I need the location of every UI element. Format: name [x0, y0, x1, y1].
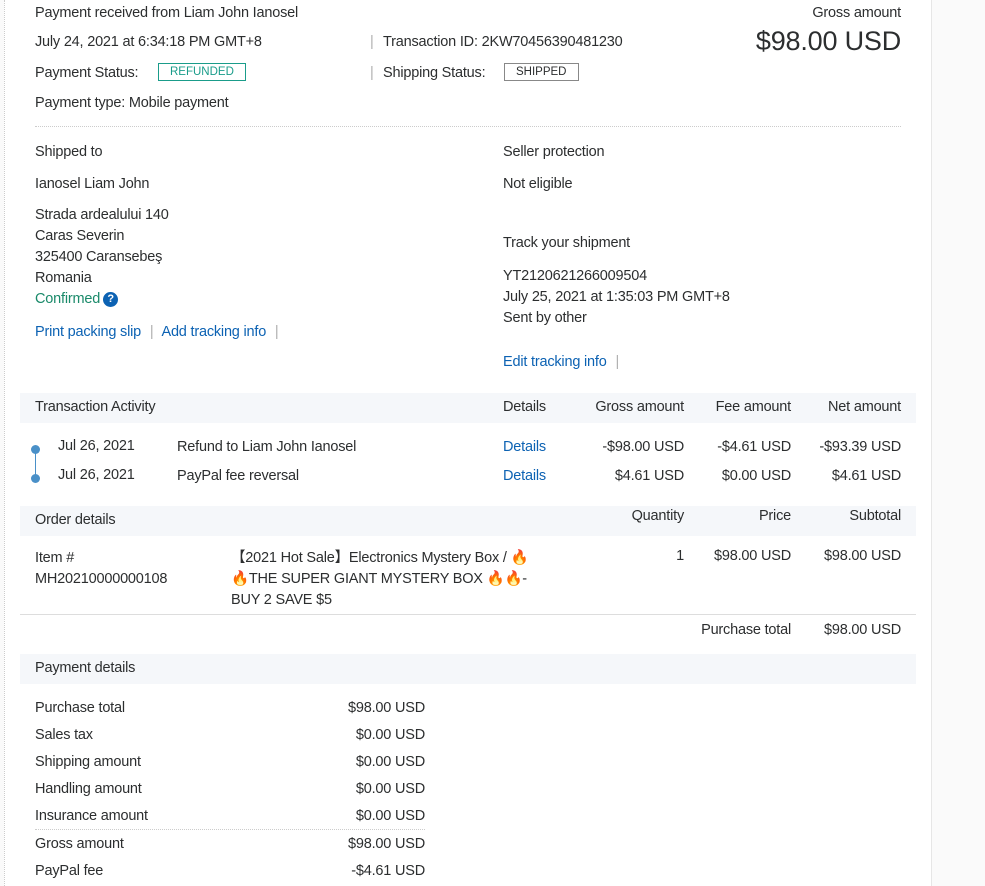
transaction-id: Transaction ID: 2KW70456390481230 [383, 34, 623, 50]
item-name: 【2021 Hot Sale】Electronics Mystery Box /… [231, 550, 529, 608]
divider [35, 829, 425, 830]
transaction-details-panel: Payment received from Liam John Ianosel … [4, 0, 932, 886]
payment-details-header [20, 654, 916, 684]
gross-amount: $98.00 USD [755, 26, 901, 56]
gross-amount-label: Gross amount [812, 5, 901, 21]
timeline-dot [31, 445, 40, 454]
divider: | [370, 34, 374, 50]
divider: | [370, 65, 374, 81]
tracking-number: YT2120621266009504 [503, 268, 647, 284]
payment-details-title: Payment details [35, 660, 136, 676]
edit-tracking-info-link[interactable]: Edit tracking info [503, 354, 607, 370]
col-gross: Gross amount [595, 399, 684, 415]
payment-detail-label: Gross amount [35, 836, 124, 852]
shipped-to-label: Shipped to [35, 144, 103, 160]
purchase-total-label: Purchase total [701, 622, 791, 638]
col-details: Details [503, 399, 546, 415]
payment-detail-label: PayPal fee [35, 863, 104, 879]
details-link[interactable]: Details [503, 439, 546, 455]
col-net: Net amount [828, 399, 901, 415]
payment-detail-label: Sales tax [35, 727, 93, 743]
recipient-name: Ianosel Liam John [35, 176, 150, 192]
item-number: MH20210000000108 [35, 571, 168, 587]
transaction-date: July 24, 2021 at 6:34:18 PM GMT+8 [35, 34, 262, 50]
activity-title: Transaction Activity [35, 399, 156, 415]
tracking-date: July 25, 2021 at 1:35:03 PM GMT+8 [503, 289, 730, 305]
address-confirmed: Confirmed [35, 291, 101, 307]
col-subtotal: Subtotal [849, 508, 901, 524]
shipping-address: Strada ardealului 140 Caras Severin 3254… [35, 207, 169, 307]
payment-detail-label: Shipping amount [35, 754, 141, 770]
header-title: Payment received from Liam John Ianosel [35, 5, 298, 21]
help-icon[interactable]: ? [103, 292, 119, 307]
shipping-status-label: Shipping Status: [383, 65, 486, 81]
shipping-status-badge: SHIPPED [504, 63, 579, 81]
divider [35, 126, 901, 127]
payment-detail-label: Purchase total [35, 700, 125, 716]
tracking-info: YT2120621266009504 July 25, 2021 at 1:35… [503, 266, 730, 329]
payment-detail-value: $0.00 USD [355, 754, 425, 770]
print-packing-slip-link[interactable]: Print packing slip [35, 324, 142, 340]
payment-detail-label: Handling amount [35, 781, 142, 797]
seller-protection-value: Not eligible [503, 176, 573, 192]
add-tracking-info-link[interactable]: Add tracking info [161, 324, 267, 340]
timeline-dot [31, 474, 40, 483]
seller-protection-label: Seller protection [503, 144, 605, 160]
payment-type: Payment type: Mobile payment [35, 95, 229, 111]
purchase-total: $98.00 USD [824, 622, 901, 638]
payment-detail-label: Insurance amount [35, 808, 148, 824]
col-quantity: Quantity [631, 508, 685, 524]
col-fee: Fee amount [715, 399, 792, 415]
payment-detail-value: $98.00 USD [348, 700, 425, 716]
sent-by: Sent by other [503, 310, 587, 326]
activity-header [20, 393, 916, 423]
order-header [20, 506, 916, 536]
divider [20, 614, 916, 615]
payment-status-badge: REFUNDED [158, 63, 246, 81]
payment-detail-value: $98.00 USD [348, 836, 425, 852]
order-title: Order details [35, 512, 116, 528]
payment-detail-value: $0.00 USD [355, 781, 425, 797]
timeline-line [35, 450, 36, 478]
details-link[interactable]: Details [503, 468, 546, 484]
payment-detail-value: $0.00 USD [355, 727, 425, 743]
track-shipment-label: Track your shipment [503, 235, 631, 251]
col-price: Price [758, 508, 791, 524]
payment-status-label: Payment Status: [35, 65, 139, 81]
payment-detail-value: -$4.61 USD [351, 863, 425, 879]
payment-detail-value: $0.00 USD [355, 808, 425, 824]
